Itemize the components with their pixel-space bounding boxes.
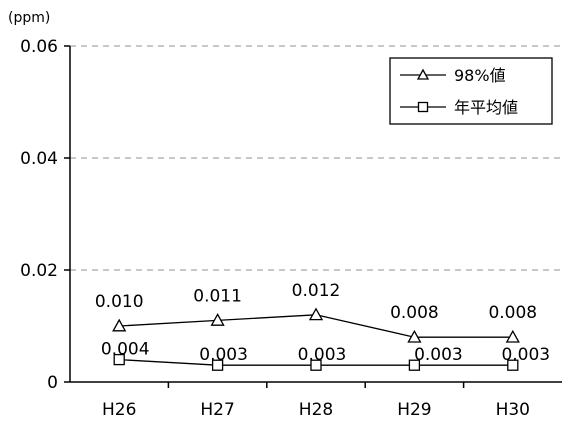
- data-label: 0.003: [199, 345, 248, 365]
- data-point-p98: [407, 329, 422, 343]
- legend-marker-square: [417, 101, 429, 113]
- x-tick-label: H27: [200, 400, 234, 420]
- data-point-annual-mean: [211, 359, 224, 371]
- data-point-p98: [210, 313, 225, 326]
- data-point-p98: [112, 318, 127, 332]
- data-label: 0.003: [298, 345, 347, 365]
- y-tick-label: 0.06: [20, 37, 58, 57]
- data-point-p98: [505, 329, 520, 343]
- x-tick-label: H26: [102, 400, 136, 420]
- data-point-annual-mean: [310, 359, 322, 371]
- legend-label: 年平均値: [454, 98, 518, 117]
- data-label: 0.010: [95, 292, 144, 312]
- data-label: 0.011: [193, 286, 242, 306]
- legend-box: [389, 57, 553, 125]
- y-tick-label: 0.02: [20, 261, 58, 281]
- y-tick-label: 0.04: [20, 149, 58, 169]
- data-point-p98: [308, 307, 324, 321]
- data-label: 0.008: [390, 303, 439, 323]
- data-label: 0.003: [414, 345, 463, 365]
- data-label: 0.008: [488, 303, 537, 323]
- x-tick-label: H29: [397, 400, 431, 420]
- y-axis-unit-label: (ppm): [8, 10, 50, 26]
- data-point-annual-mean: [507, 359, 519, 371]
- data-label: 0.003: [501, 345, 550, 365]
- x-tick-label: H30: [496, 400, 530, 420]
- data-point-annual-mean: [408, 359, 421, 371]
- y-tick-label: 0: [47, 373, 58, 393]
- legend-marker-triangle: [416, 68, 430, 80]
- data-label: 0.004: [101, 340, 150, 360]
- data-label: 0.012: [292, 281, 341, 301]
- x-tick-label: H28: [299, 400, 333, 420]
- data-point-annual-mean: [113, 353, 125, 366]
- legend-label: 98%値: [454, 66, 506, 85]
